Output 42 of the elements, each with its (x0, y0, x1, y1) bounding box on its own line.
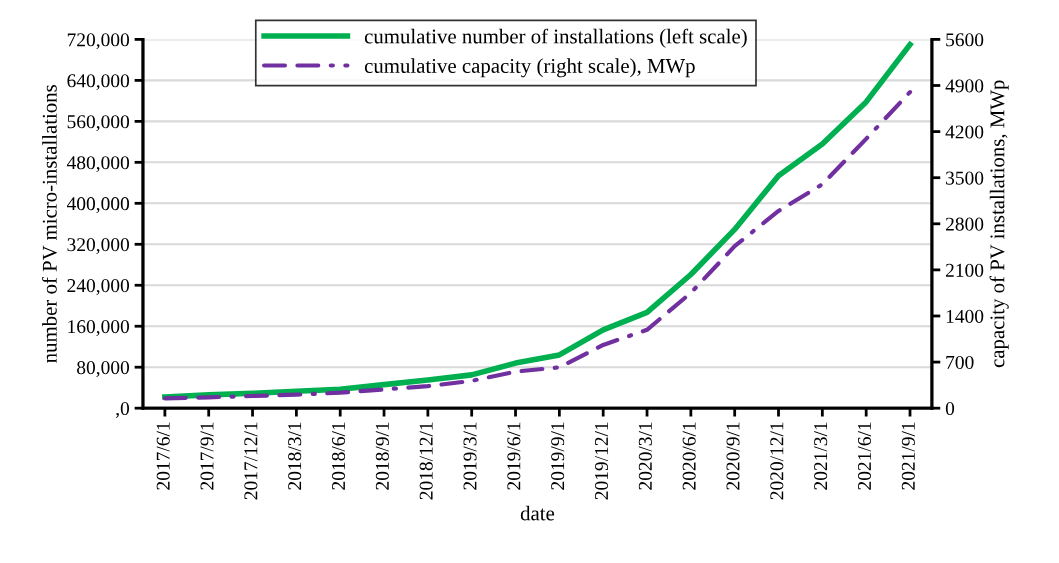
y2-tick-label: 2800 (945, 217, 984, 231)
x-tick-label: 2020/3/1 (638, 422, 652, 490)
x-tick-label: 2020/6/1 (682, 422, 696, 490)
legend-label: cumulative capacity (right scale), MWp (364, 58, 695, 78)
x-tick-label: 2019/3/1 (463, 422, 477, 490)
y2-tick-label: 5600 (946, 33, 984, 47)
x-tick-label: 2017/6/1 (156, 422, 170, 490)
x-tick-label: 2021/3/1 (814, 422, 828, 490)
x-tick-label: 2017/9/1 (200, 422, 214, 490)
y-tick-label: 320,000 (67, 238, 130, 255)
y2-axis-title: capacity of PV installations, MWp (989, 80, 1009, 368)
x-tick-label: 2021/9/1 (901, 422, 915, 490)
x-tick-label: 2018/3/1 (288, 422, 302, 490)
x-tick-label: 2019/12/1 (594, 422, 609, 500)
y-tick-label: 400,000 (66, 197, 130, 214)
x-tick-label: 2017/12/1 (244, 422, 258, 500)
y2-tick-label: 3500 (946, 171, 984, 185)
y-tick-label: ,0 (115, 401, 130, 418)
x-tick-label: 2021/6/1 (857, 422, 872, 490)
x-tick-label: 2020/12/1 (770, 422, 784, 500)
y-tick-label: 240,000 (67, 279, 130, 295)
y2-tick-label: 700 (946, 355, 974, 370)
y-tick-label: 80,000 (77, 361, 130, 377)
y2-tick-label: 2100 (945, 263, 984, 277)
y2-tick-label: 0 (945, 401, 955, 416)
y-tick-label: 160,000 (68, 320, 130, 336)
y2-tick-label: 4900 (945, 79, 984, 93)
x-tick-label: 2019/6/1 (507, 422, 521, 490)
y-axis-title: number of PV micro-installations (41, 84, 57, 363)
x-tick-label: 2018/6/1 (331, 422, 346, 490)
x-tick-label: 2020/9/1 (726, 422, 740, 490)
legend-label: cumulative number of installations (left scale) (364, 28, 747, 48)
y-tick-label: 480,000 (66, 156, 130, 173)
x-axis-title: date (520, 505, 555, 521)
y-tick-label: 640,000 (67, 74, 130, 91)
y-tick-label: 720,000 (67, 33, 130, 50)
y2-tick-label: 4200 (945, 125, 984, 139)
x-tick-label: 2018/9/1 (375, 422, 389, 490)
y2-tick-label: 1400 (946, 309, 984, 323)
x-tick-label: 2018/12/1 (419, 422, 433, 500)
y-tick-label: 560,000 (67, 115, 130, 132)
x-tick-label: 2019/9/1 (551, 422, 565, 490)
